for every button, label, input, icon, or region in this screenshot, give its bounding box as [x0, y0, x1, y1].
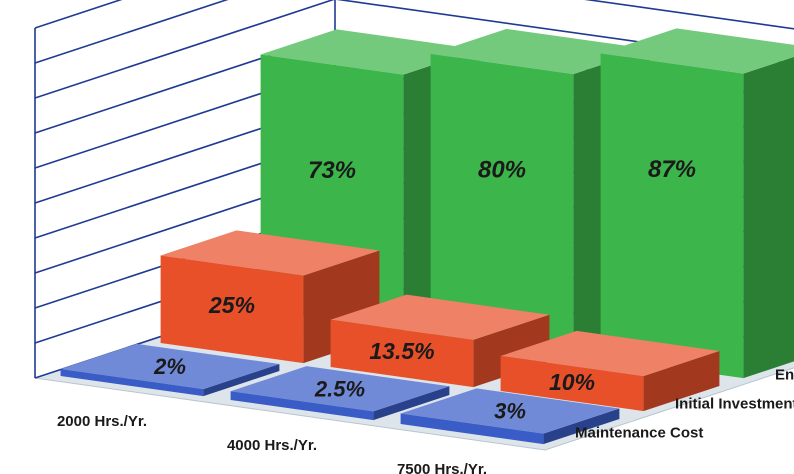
series-label: Energy Cost	[775, 367, 794, 384]
data-label: 3%	[494, 399, 526, 424]
bar-top	[260, 29, 480, 75]
data-label: 13.5%	[369, 338, 434, 364]
bar	[400, 388, 620, 445]
bar	[500, 330, 720, 412]
data-label: 2.5%	[314, 376, 365, 401]
series-label: Initial Investment	[675, 396, 794, 413]
bar-side	[473, 314, 550, 388]
bar	[600, 28, 794, 379]
bar	[330, 294, 550, 388]
bar	[160, 230, 380, 364]
bar-side	[543, 408, 620, 445]
category-label: 4000 Hrs./Yr.	[227, 437, 317, 454]
bar-top	[60, 343, 280, 390]
gridline	[34, 0, 123, 29]
gridline	[34, 0, 794, 64]
series-label: Maintenance Cost	[575, 425, 703, 442]
bar-side	[743, 56, 794, 379]
bar-front	[60, 369, 204, 397]
data-label: 80%	[478, 156, 526, 183]
data-label: 87%	[648, 156, 696, 183]
bar-top	[160, 230, 380, 276]
bar	[230, 366, 450, 421]
bar-side	[203, 364, 280, 397]
bar-top	[430, 28, 650, 75]
bar-front	[330, 319, 474, 388]
bar-top	[500, 330, 720, 377]
data-label: 10%	[549, 369, 595, 395]
bar-front	[430, 54, 574, 355]
bar-front	[600, 53, 744, 379]
bar-front	[400, 413, 544, 445]
bar-side	[643, 351, 720, 412]
category-label: 2000 Hrs./Yr.	[57, 413, 147, 430]
chart-labels: 73% 80% 87% 25% 13.5% 10% 2% 2.5% 3% 2000 Hrs./Yr…	[57, 156, 794, 474]
bar-front	[500, 356, 644, 412]
bar	[60, 343, 280, 397]
bar-top	[330, 294, 550, 340]
bar-front	[160, 255, 304, 364]
chart-marks	[60, 28, 794, 445]
data-label: 25%	[208, 292, 255, 318]
data-label: 73%	[308, 157, 356, 184]
bar-front	[230, 391, 374, 421]
bar-top	[600, 28, 794, 74]
data-label: 2%	[153, 354, 186, 379]
category-label: 7500 Hrs./Yr.	[397, 461, 487, 474]
bar-top	[400, 388, 620, 434]
bar-top	[230, 366, 450, 412]
bar-side	[373, 386, 450, 421]
